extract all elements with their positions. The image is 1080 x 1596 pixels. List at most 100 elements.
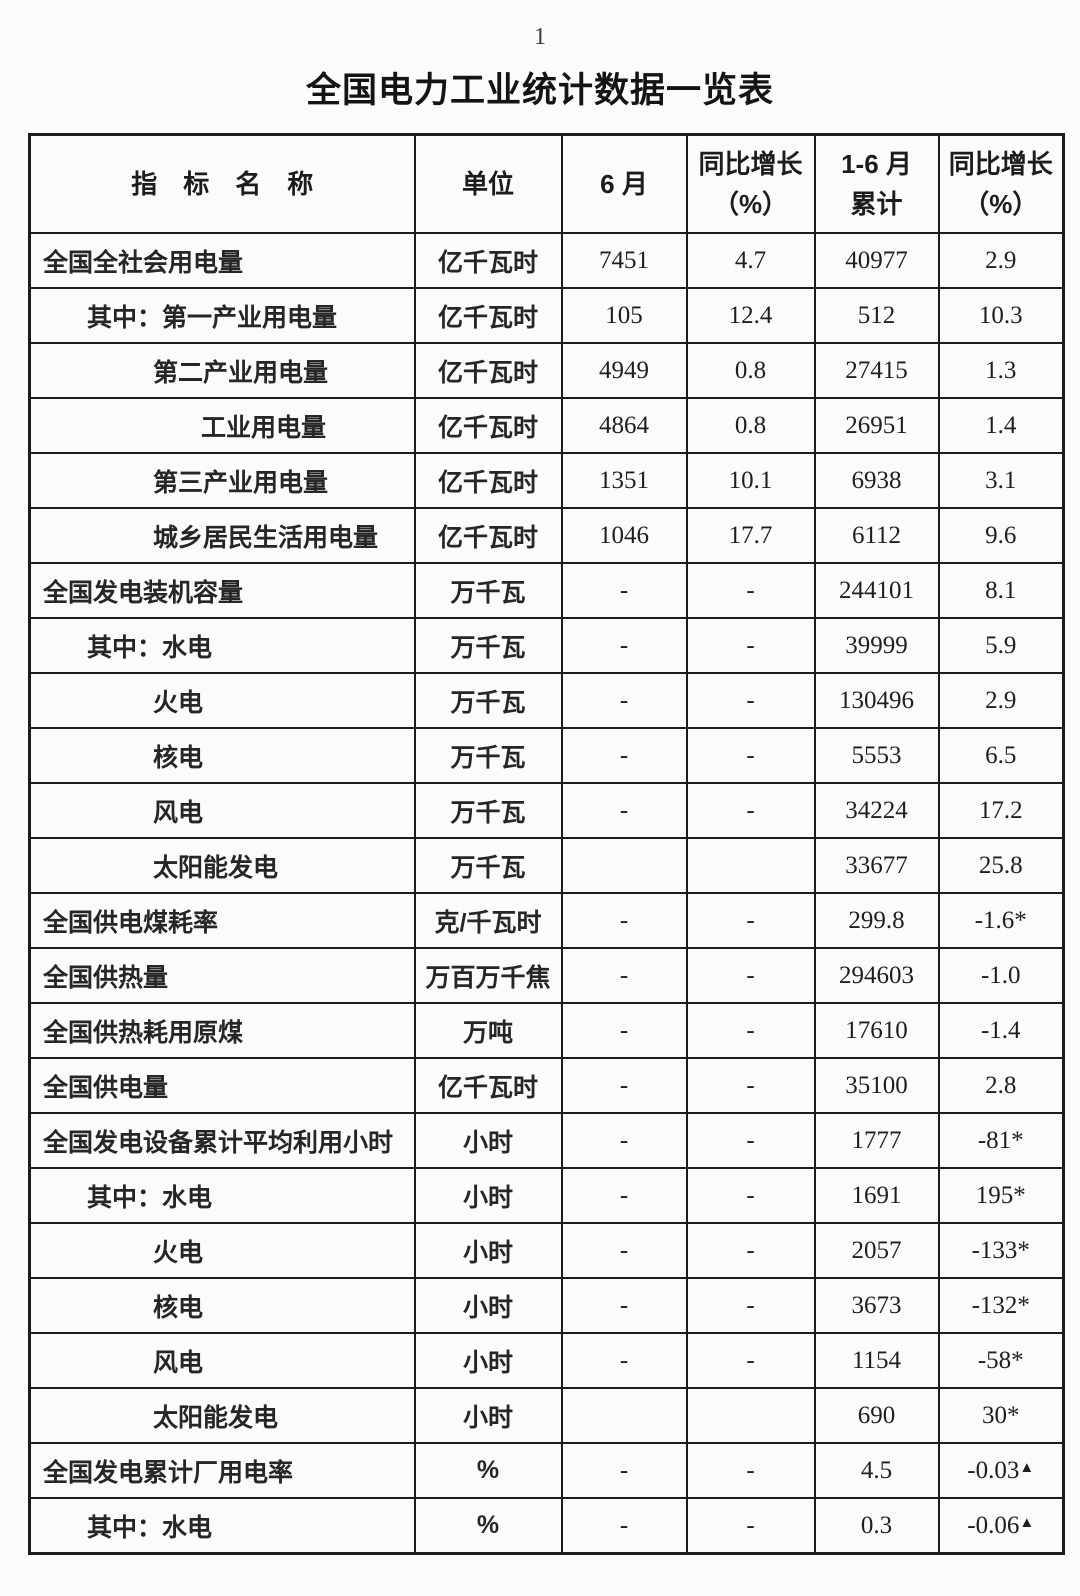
cumulative-yoy-cell: 8.1 bbox=[937, 562, 1065, 619]
table-row: 全国发电设备累计平均利用小时 小时 - -1777 -81* bbox=[28, 1112, 1065, 1169]
cumulative-value-cell: 4.5 bbox=[813, 1442, 940, 1499]
unit-cell: 克/千瓦时 bbox=[413, 892, 563, 949]
june-yoy-cell: - bbox=[685, 1112, 816, 1169]
indicator-name-cell: 核电 bbox=[28, 727, 416, 784]
june-yoy-cell: 4.7 bbox=[685, 232, 816, 289]
table-row: 全国供电煤耗率 克/千瓦时 - -299.8 -1.6* bbox=[28, 892, 1065, 949]
cumulative-yoy-cell: 25.8 bbox=[937, 837, 1065, 894]
cumulative-value-cell: 512 bbox=[813, 287, 940, 344]
unit-cell: 万千瓦 bbox=[413, 672, 563, 729]
june-yoy-cell: - bbox=[685, 562, 816, 619]
table-row: 火电 万千瓦 - -130496 2.9 bbox=[28, 672, 1065, 729]
cumulative-yoy-cell: 195* bbox=[937, 1167, 1065, 1224]
cumulative-value-cell: 17610 bbox=[813, 1002, 940, 1059]
june-value-cell: - bbox=[560, 1002, 688, 1059]
unit-cell: 亿千瓦时 bbox=[413, 397, 563, 454]
indicator-name-cell: 全国发电设备累计平均利用小时 bbox=[28, 1112, 416, 1169]
cumulative-value-cell: 6112 bbox=[813, 507, 940, 564]
statistics-table: 指 标 名 称 单位 6 月 同比增长 （%） 1-6 月 累计 同比增长 （%… bbox=[28, 133, 1065, 1555]
header-label: 单位 bbox=[461, 169, 514, 199]
indicator-name-cell: 风电 bbox=[28, 1332, 416, 1389]
table-row: 火电 小时 - -2057 -133* bbox=[28, 1222, 1065, 1279]
header-unit: 单位 bbox=[413, 133, 563, 234]
indicator-name-cell: 全国供热量 bbox=[28, 947, 416, 1004]
unit-cell: % bbox=[413, 1442, 563, 1499]
june-value-cell: - bbox=[560, 892, 688, 949]
cumulative-yoy-cell: -133* bbox=[937, 1222, 1065, 1279]
june-value-cell: 1046 bbox=[560, 507, 688, 564]
cumulative-value-cell: 2057 bbox=[813, 1222, 940, 1279]
indicator-name-cell: 第二产业用电量 bbox=[28, 342, 416, 399]
unit-cell: 万千瓦 bbox=[413, 617, 563, 674]
indicator-name-cell: 工业用电量 bbox=[28, 397, 416, 454]
june-value-cell bbox=[560, 1387, 688, 1444]
june-value-cell: 4864 bbox=[560, 397, 688, 454]
cumulative-value-cell: 0.3 bbox=[813, 1497, 940, 1555]
cumulative-yoy-cell: 17.2 bbox=[937, 782, 1065, 839]
table-row: 风电 小时 - -1154 -58* bbox=[28, 1332, 1065, 1389]
june-yoy-cell: 0.8 bbox=[685, 397, 816, 454]
june-yoy-cell: - bbox=[685, 1442, 816, 1499]
june-value-cell bbox=[560, 837, 688, 894]
header-row: 指 标 名 称 单位 6 月 同比增长 （%） 1-6 月 累计 同比增长 （%… bbox=[28, 133, 1065, 234]
indicator-name-cell: 其中：第一产业用电量 bbox=[28, 287, 416, 344]
table-row: 城乡居民生活用电量 亿千瓦时 1046 17.7 6112 9.6 bbox=[28, 507, 1065, 564]
cumulative-value-cell: 130496 bbox=[813, 672, 940, 729]
unit-cell: 亿千瓦时 bbox=[413, 287, 563, 344]
cumulative-value-cell: 26951 bbox=[813, 397, 940, 454]
june-yoy-cell: - bbox=[685, 1002, 816, 1059]
table-row: 第二产业用电量 亿千瓦时 4949 0.8 27415 1.3 bbox=[28, 342, 1065, 399]
unit-cell: 万千瓦 bbox=[413, 727, 563, 784]
cumulative-value-cell: 1691 bbox=[813, 1167, 940, 1224]
header-cumulative: 1-6 月 累计 bbox=[813, 133, 940, 234]
indicator-name-cell: 火电 bbox=[28, 1222, 416, 1279]
cumulative-yoy-cell: 3.1 bbox=[937, 452, 1065, 509]
header-indicator-name: 指 标 名 称 bbox=[28, 133, 416, 234]
cumulative-yoy-cell: 10.3 bbox=[937, 287, 1065, 344]
unit-cell: 小时 bbox=[413, 1167, 563, 1224]
cumulative-yoy-cell: 5.9 bbox=[937, 617, 1065, 674]
june-yoy-cell: - bbox=[685, 892, 816, 949]
table-body: 全国全社会用电量 亿千瓦时 7451 4.7 40977 2.9 其中：第一产业用电量 亿千瓦… bbox=[28, 232, 1065, 1555]
unit-cell: 万千瓦 bbox=[413, 782, 563, 839]
indicator-name-cell: 太阳能发电 bbox=[28, 1387, 416, 1444]
cumulative-value-cell: 1777 bbox=[813, 1112, 940, 1169]
table-header: 指 标 名 称 单位 6 月 同比增长 （%） 1-6 月 累计 同比增长 （%… bbox=[28, 133, 1065, 234]
page-title: 全国电力工业统计数据一览表 bbox=[305, 71, 774, 110]
unit-cell: 万百万千焦 bbox=[413, 947, 563, 1004]
table-row: 全国发电累计厂用电率% - -4.5 -0.03▲ bbox=[28, 1442, 1065, 1499]
header-label: 累计 bbox=[850, 189, 903, 219]
indicator-name-cell: 全国供电煤耗率 bbox=[28, 892, 416, 949]
june-yoy-cell: - bbox=[685, 1497, 816, 1555]
cumulative-yoy-cell: 30* bbox=[937, 1387, 1065, 1444]
indicator-name-cell: 其中：水电 bbox=[28, 617, 416, 674]
table-row: 核电 万千瓦 - -5553 6.5 bbox=[28, 727, 1065, 784]
header-label: 6 月 bbox=[600, 169, 648, 199]
cumulative-value-cell: 5553 bbox=[813, 727, 940, 784]
cumulative-value-cell: 33677 bbox=[813, 837, 940, 894]
june-value-cell: 105 bbox=[560, 287, 688, 344]
unit-cell: 小时 bbox=[413, 1332, 563, 1389]
june-yoy-cell bbox=[685, 837, 816, 894]
table-row: 其中：水电 小时 - -1691 195* bbox=[28, 1167, 1065, 1224]
table-row: 工业用电量 亿千瓦时 4864 0.8 26951 1.4 bbox=[28, 397, 1065, 454]
indicator-name-cell: 其中：水电 bbox=[28, 1497, 416, 1555]
june-yoy-cell: - bbox=[685, 782, 816, 839]
june-yoy-cell: 10.1 bbox=[685, 452, 816, 509]
unit-cell: 小时 bbox=[413, 1222, 563, 1279]
header-label: （%） bbox=[963, 189, 1039, 219]
june-yoy-cell: - bbox=[685, 1167, 816, 1224]
june-value-cell: - bbox=[560, 727, 688, 784]
june-value-cell: - bbox=[560, 947, 688, 1004]
indicator-name-cell: 太阳能发电 bbox=[28, 837, 416, 894]
triangle-marker: ▲ bbox=[1019, 1514, 1035, 1531]
table-row: 太阳能发电 万千瓦 33677 25.8 bbox=[28, 837, 1065, 894]
june-value-cell: - bbox=[560, 1332, 688, 1389]
table-row: 其中：水电 万千瓦 - -39999 5.9 bbox=[28, 617, 1065, 674]
cumulative-yoy-cell: -0.06▲ bbox=[937, 1497, 1065, 1555]
unit-cell: 小时 bbox=[413, 1277, 563, 1334]
unit-cell: 亿千瓦时 bbox=[413, 452, 563, 509]
cumulative-value-cell: 35100 bbox=[813, 1057, 940, 1114]
cumulative-value-cell: 1154 bbox=[813, 1332, 940, 1389]
